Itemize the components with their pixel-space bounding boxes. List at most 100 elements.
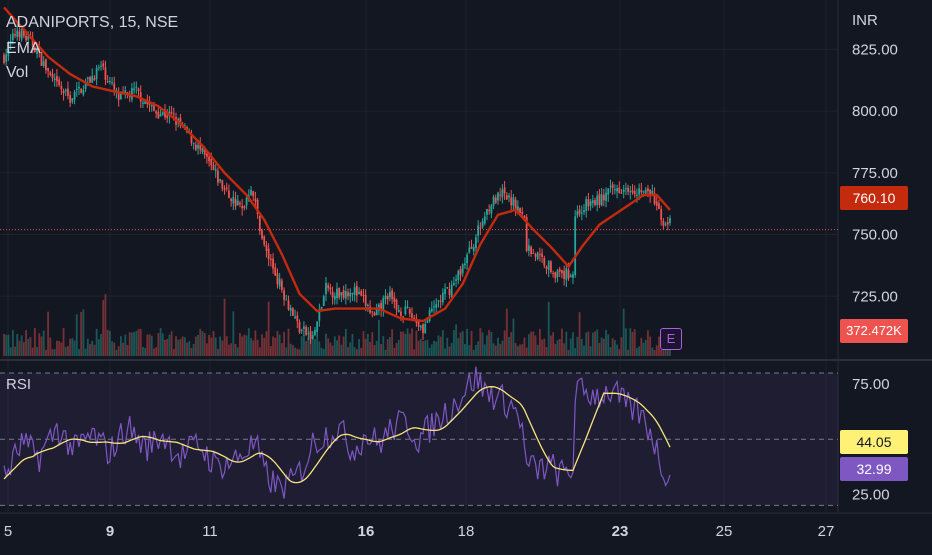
volume-bar xyxy=(225,336,228,356)
volume-bar xyxy=(89,344,91,356)
candle-body xyxy=(278,278,281,287)
candle-body xyxy=(11,33,14,41)
candle-body xyxy=(126,92,129,94)
volume-bar xyxy=(161,333,164,356)
volume-bar xyxy=(362,331,365,356)
volume-bar xyxy=(565,331,568,356)
candle-body xyxy=(552,273,555,275)
candle-body xyxy=(199,143,202,150)
candle-body xyxy=(578,209,581,214)
volume-bar xyxy=(172,349,175,356)
candle-body xyxy=(505,195,508,200)
volume-bar xyxy=(461,331,464,356)
volume-bar xyxy=(188,341,191,356)
volume-bar xyxy=(106,329,109,356)
candle-body xyxy=(183,125,186,127)
volume-bar xyxy=(27,338,30,356)
volume-bar xyxy=(300,336,303,356)
volume-bar xyxy=(56,340,58,356)
volume-bar xyxy=(117,346,120,356)
candle-body xyxy=(605,192,607,201)
volume-bar xyxy=(521,344,524,356)
price-tick-label: 725.00 xyxy=(852,288,898,305)
volume-bar xyxy=(115,349,118,356)
candle-body xyxy=(212,165,215,170)
candle-body xyxy=(424,323,427,334)
candle-body xyxy=(338,287,341,298)
volume-bar xyxy=(640,337,643,356)
candles xyxy=(0,23,838,344)
volume-bar xyxy=(426,339,429,356)
candle-body xyxy=(243,206,246,208)
candle-body xyxy=(408,308,411,314)
volume-bar xyxy=(422,341,424,356)
candle-body xyxy=(627,187,629,192)
candle-body xyxy=(104,67,107,80)
candle-body xyxy=(192,143,195,145)
earnings-marker[interactable]: E xyxy=(660,328,682,350)
candle-body xyxy=(536,252,539,260)
candle-body xyxy=(280,280,283,290)
volume-bar xyxy=(408,333,411,356)
volume-bar xyxy=(624,328,627,356)
volume-bar xyxy=(243,334,246,356)
volume-bar xyxy=(600,337,603,356)
candle-body xyxy=(375,308,378,316)
candle-body xyxy=(31,37,34,47)
candle-body xyxy=(358,291,360,294)
volume-bar xyxy=(481,332,484,356)
volume-bar xyxy=(530,331,532,356)
candle-body xyxy=(638,188,641,195)
candle-body xyxy=(64,89,67,92)
volume-bar xyxy=(199,328,202,356)
candle-body xyxy=(501,189,504,198)
candle-body xyxy=(314,329,316,335)
candle-body xyxy=(18,31,21,38)
candle-body xyxy=(62,90,65,94)
candle-body xyxy=(331,291,334,298)
volume-bar xyxy=(490,331,493,356)
volume-bar xyxy=(651,347,654,356)
candle-body xyxy=(494,197,497,203)
candle-body xyxy=(384,295,387,299)
ema-legend[interactable]: EMA xyxy=(6,40,41,57)
volume-bar xyxy=(472,349,475,356)
candle-body xyxy=(373,312,376,316)
volume-bar xyxy=(331,345,334,356)
candle-body xyxy=(124,90,127,93)
volume-bar xyxy=(14,346,16,356)
volume-bar xyxy=(155,347,158,356)
candle-body xyxy=(514,199,517,211)
volume-bar xyxy=(263,337,266,356)
volume-bar xyxy=(351,333,354,356)
candle-body xyxy=(236,200,239,206)
volume-bar xyxy=(523,337,526,356)
volume-bar xyxy=(190,347,193,356)
candle-body xyxy=(620,192,623,194)
volume-bar xyxy=(329,342,332,356)
time-tick-label: 23 xyxy=(612,523,629,540)
volume-bar xyxy=(131,332,133,356)
volume-bar xyxy=(245,335,248,356)
candle-body xyxy=(93,78,96,81)
volume-bar xyxy=(355,349,358,356)
candle-body xyxy=(607,188,610,195)
candle-body xyxy=(289,307,292,311)
volume-bar xyxy=(250,338,252,356)
volume-bar xyxy=(126,345,129,356)
candle-body xyxy=(166,115,169,118)
candle-body xyxy=(161,111,164,115)
candle-body xyxy=(351,292,354,295)
symbol-title[interactable]: ADANIPORTS, 15, NSE xyxy=(6,14,179,31)
volume-bar xyxy=(424,340,427,356)
candle-body xyxy=(660,208,663,220)
candle-body xyxy=(490,205,493,214)
volume-legend[interactable]: Vol xyxy=(6,64,29,81)
rsi-legend[interactable]: RSI xyxy=(6,376,32,393)
candle-body xyxy=(49,72,52,75)
volume-bar xyxy=(71,338,74,356)
volume-bar xyxy=(69,338,72,356)
volume-bar xyxy=(194,336,197,356)
candle-body xyxy=(256,199,259,214)
